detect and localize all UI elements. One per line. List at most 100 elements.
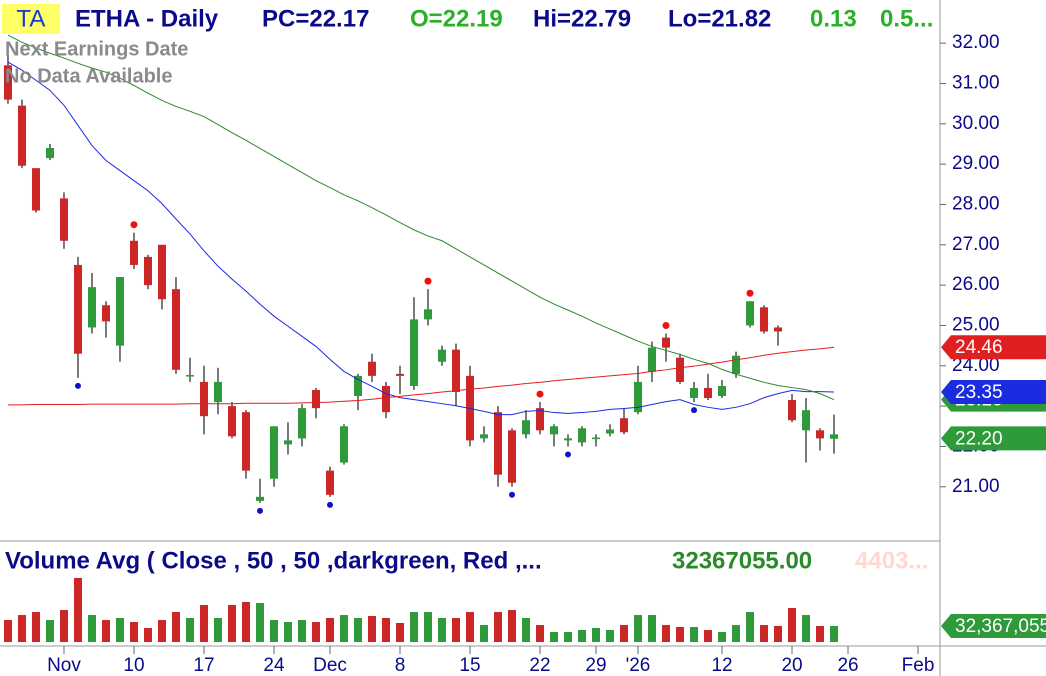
y-tick-label: 30.00 xyxy=(952,113,1000,134)
candle-body xyxy=(788,400,797,421)
volume-bar xyxy=(466,612,474,642)
volume-bar xyxy=(592,627,601,642)
volume-bar xyxy=(381,617,390,642)
candle-body xyxy=(325,470,334,495)
low-marker xyxy=(74,382,81,389)
volume-average: 4403... xyxy=(855,547,928,574)
candle-body xyxy=(339,426,348,463)
x-tick-label: Dec xyxy=(313,655,347,676)
moving-average xyxy=(7,34,835,401)
quote-item: 0.13 xyxy=(810,5,857,32)
candle-body xyxy=(662,337,671,348)
price-tag xyxy=(941,379,1046,404)
candle-body xyxy=(718,385,727,397)
title: ETHA - Daily xyxy=(75,5,219,32)
quote-item: Lo=21.82 xyxy=(668,5,771,32)
candle-body xyxy=(283,440,292,445)
volume-bar xyxy=(255,603,264,642)
candle-body xyxy=(367,361,376,376)
candle-body xyxy=(297,408,306,439)
x-tick-label: 8 xyxy=(395,655,406,676)
high-marker xyxy=(746,289,754,297)
volume-bar xyxy=(129,622,138,642)
candle-body xyxy=(578,428,587,443)
volume-bar xyxy=(227,605,236,642)
volume-bar xyxy=(367,616,376,642)
candle-body xyxy=(830,434,839,439)
candle-body xyxy=(395,373,404,376)
candle-body xyxy=(592,437,601,440)
x-tick-label: 26 xyxy=(837,655,858,676)
candle-body xyxy=(17,105,26,166)
quote-item: O=22.19 xyxy=(410,5,503,32)
volume-bar xyxy=(648,615,657,642)
candle-body xyxy=(550,426,559,435)
quote-item: PC=22.17 xyxy=(262,5,369,32)
y-tick-label: 32.00 xyxy=(952,32,1000,53)
volume-bar xyxy=(732,625,741,642)
candle-body xyxy=(143,256,152,286)
candle-body xyxy=(227,406,236,437)
candle-body xyxy=(59,198,68,241)
candle-body xyxy=(311,389,320,409)
volume-bar xyxy=(101,620,110,642)
candle-body xyxy=(508,430,517,483)
y-tick-label: 29.00 xyxy=(952,153,1000,174)
volume-average: 32367055.00 xyxy=(672,547,812,574)
moving-average xyxy=(7,346,835,406)
volume-bar xyxy=(802,615,811,642)
volume-bar xyxy=(115,617,124,642)
candle-body xyxy=(522,420,531,435)
y-tick-label: 31.00 xyxy=(952,72,1000,93)
candle-body xyxy=(353,375,362,397)
x-tick-label: 12 xyxy=(711,655,732,676)
price-tag xyxy=(941,613,1046,638)
note: Next Earnings Date xyxy=(5,38,188,60)
plot-area xyxy=(3,34,839,642)
volume-bar xyxy=(213,617,222,642)
candle-body xyxy=(480,434,489,439)
volume-bar xyxy=(269,620,278,642)
candle-body xyxy=(451,349,460,392)
volume-bar xyxy=(536,625,545,642)
candle-body xyxy=(269,426,278,479)
candle-body xyxy=(73,264,82,354)
volume-bar xyxy=(45,620,54,642)
volume-bar xyxy=(199,605,208,642)
candle-body xyxy=(620,418,629,433)
candle-body xyxy=(157,244,166,300)
volume-bar xyxy=(774,626,783,642)
x-tick-label: 29 xyxy=(585,655,606,676)
volume-bar xyxy=(325,617,334,642)
volume-bar xyxy=(409,612,418,642)
candle-body xyxy=(676,357,685,382)
candle-body xyxy=(816,430,825,439)
candle-body xyxy=(213,381,222,403)
candle-body xyxy=(409,319,418,386)
volume-bar xyxy=(634,615,643,642)
low-marker xyxy=(326,501,333,508)
volume-bar xyxy=(690,627,699,642)
volume-bar xyxy=(676,627,685,642)
volume-bar xyxy=(550,632,559,642)
candle-body xyxy=(437,349,446,362)
low-marker xyxy=(256,507,263,514)
volume-bar xyxy=(760,625,769,642)
volume-bar xyxy=(17,615,26,642)
candle-body xyxy=(494,412,503,475)
volume-bar xyxy=(87,615,96,642)
volume-bar xyxy=(423,612,432,642)
candle-body xyxy=(746,301,755,326)
volume-bar xyxy=(157,620,166,642)
volume-bar xyxy=(73,578,82,642)
candle-body xyxy=(185,375,194,377)
volume-bar xyxy=(171,612,180,642)
candle-body xyxy=(536,408,545,431)
price-tag-label: 23.35 xyxy=(955,382,1003,403)
price-tag-label: 24.46 xyxy=(955,337,1003,358)
high-marker xyxy=(662,322,670,330)
note: No Data Available xyxy=(5,65,172,87)
volume-bar xyxy=(480,625,489,642)
candle-body xyxy=(171,289,180,370)
